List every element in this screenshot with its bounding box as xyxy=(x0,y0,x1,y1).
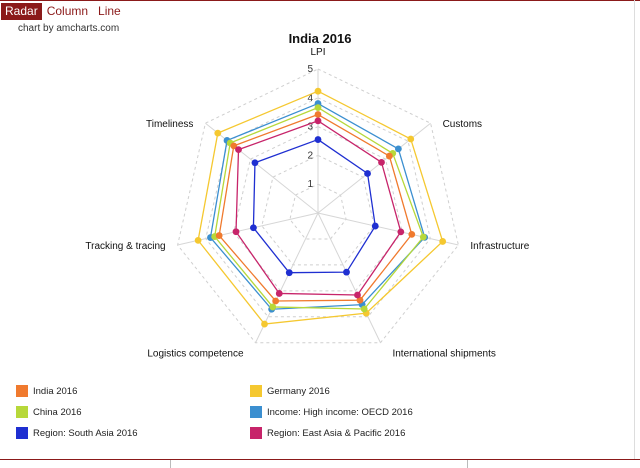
data-point xyxy=(232,228,240,236)
axis-label: Tracking & tracing xyxy=(85,241,165,252)
series-line xyxy=(218,113,413,302)
chart-title: India 2016 xyxy=(288,31,352,46)
chart-credit-link[interactable]: chart by amcharts.com xyxy=(18,23,120,34)
grid-ring xyxy=(177,68,459,344)
legend-label: Income: High income: OECD 2016 xyxy=(267,406,413,418)
legend-swatch xyxy=(16,427,28,439)
data-point xyxy=(408,231,416,238)
grid-spoke xyxy=(205,122,319,214)
series-line xyxy=(197,90,444,325)
data-point xyxy=(314,87,322,95)
series-line xyxy=(235,120,402,296)
legend-item[interactable]: Germany 2016 xyxy=(250,385,330,397)
data-point xyxy=(356,296,364,304)
data-point xyxy=(230,142,238,150)
tab-column[interactable]: Column xyxy=(46,4,89,18)
chart-type-tabs: Radar Column Line xyxy=(0,3,126,20)
series-line xyxy=(213,106,425,310)
axis-label: LPI xyxy=(310,47,325,58)
legend-item[interactable]: India 2016 xyxy=(16,385,77,397)
series-line xyxy=(209,102,426,310)
legend-label: China 2016 xyxy=(33,406,82,418)
axis-label: Customs xyxy=(443,119,482,130)
data-point xyxy=(407,135,415,143)
data-point xyxy=(214,129,222,137)
legend-swatch xyxy=(16,385,28,397)
data-point xyxy=(343,268,350,276)
data-point xyxy=(439,238,447,245)
legend-swatch xyxy=(250,406,262,418)
legend-item[interactable]: Region: East Asia & Pacific 2016 xyxy=(250,427,405,439)
data-point xyxy=(194,236,202,244)
data-point xyxy=(378,158,385,166)
axis-label: International shipments xyxy=(392,349,495,360)
radial-tick-label: 5 xyxy=(307,64,313,75)
legend-label: India 2016 xyxy=(33,385,78,397)
legend-label: Germany 2016 xyxy=(267,385,330,397)
bottom-divider xyxy=(467,460,468,468)
grid-ring xyxy=(261,154,375,266)
data-point xyxy=(360,305,368,313)
bottom-border xyxy=(0,459,640,460)
bottom-divider xyxy=(170,460,171,468)
data-point xyxy=(419,233,427,241)
data-point xyxy=(235,146,242,154)
legend-swatch xyxy=(250,385,262,397)
data-point xyxy=(314,104,322,111)
data-point xyxy=(394,145,402,153)
axis-label: Logistics competence xyxy=(147,349,244,360)
legend-item[interactable]: China 2016 xyxy=(16,406,82,418)
legend-swatch xyxy=(16,406,28,418)
data-point xyxy=(314,117,322,125)
tab-line[interactable]: Line xyxy=(98,4,121,18)
data-point xyxy=(269,303,277,311)
data-point xyxy=(397,228,405,236)
data-point xyxy=(285,269,293,277)
grid-ring xyxy=(289,183,347,240)
data-point xyxy=(272,297,280,305)
legend-label: Region: South Asia 2016 xyxy=(33,427,138,439)
data-point xyxy=(275,290,283,297)
radial-tick-label: 4 xyxy=(307,93,313,104)
tab-radar[interactable]: Radar xyxy=(1,3,42,20)
radial-tick-label: 3 xyxy=(307,122,313,133)
radial-tick-label: 2 xyxy=(307,150,313,161)
legend-label: Region: East Asia & Pacific 2016 xyxy=(267,427,406,439)
radial-tick-label: 1 xyxy=(307,179,313,190)
data-point xyxy=(314,111,322,118)
data-point xyxy=(251,159,259,167)
data-point xyxy=(364,170,371,177)
legend-item[interactable]: Income: High income: OECD 2016 xyxy=(250,406,413,418)
axis-label: Timeliness xyxy=(146,119,193,130)
top-border xyxy=(0,0,640,1)
data-point xyxy=(385,152,393,160)
data-point xyxy=(261,320,268,328)
data-point xyxy=(314,136,322,143)
legend-item[interactable]: Region: South Asia 2016 xyxy=(16,427,138,439)
grid-spoke xyxy=(317,212,381,343)
data-point xyxy=(250,224,257,232)
grid-spoke xyxy=(317,212,459,246)
right-border xyxy=(634,0,635,460)
data-point xyxy=(354,291,361,299)
data-point xyxy=(371,222,379,230)
series-line xyxy=(252,138,376,274)
axis-label: Infrastructure xyxy=(470,241,529,252)
legend-swatch xyxy=(250,427,262,439)
data-point xyxy=(215,232,223,239)
